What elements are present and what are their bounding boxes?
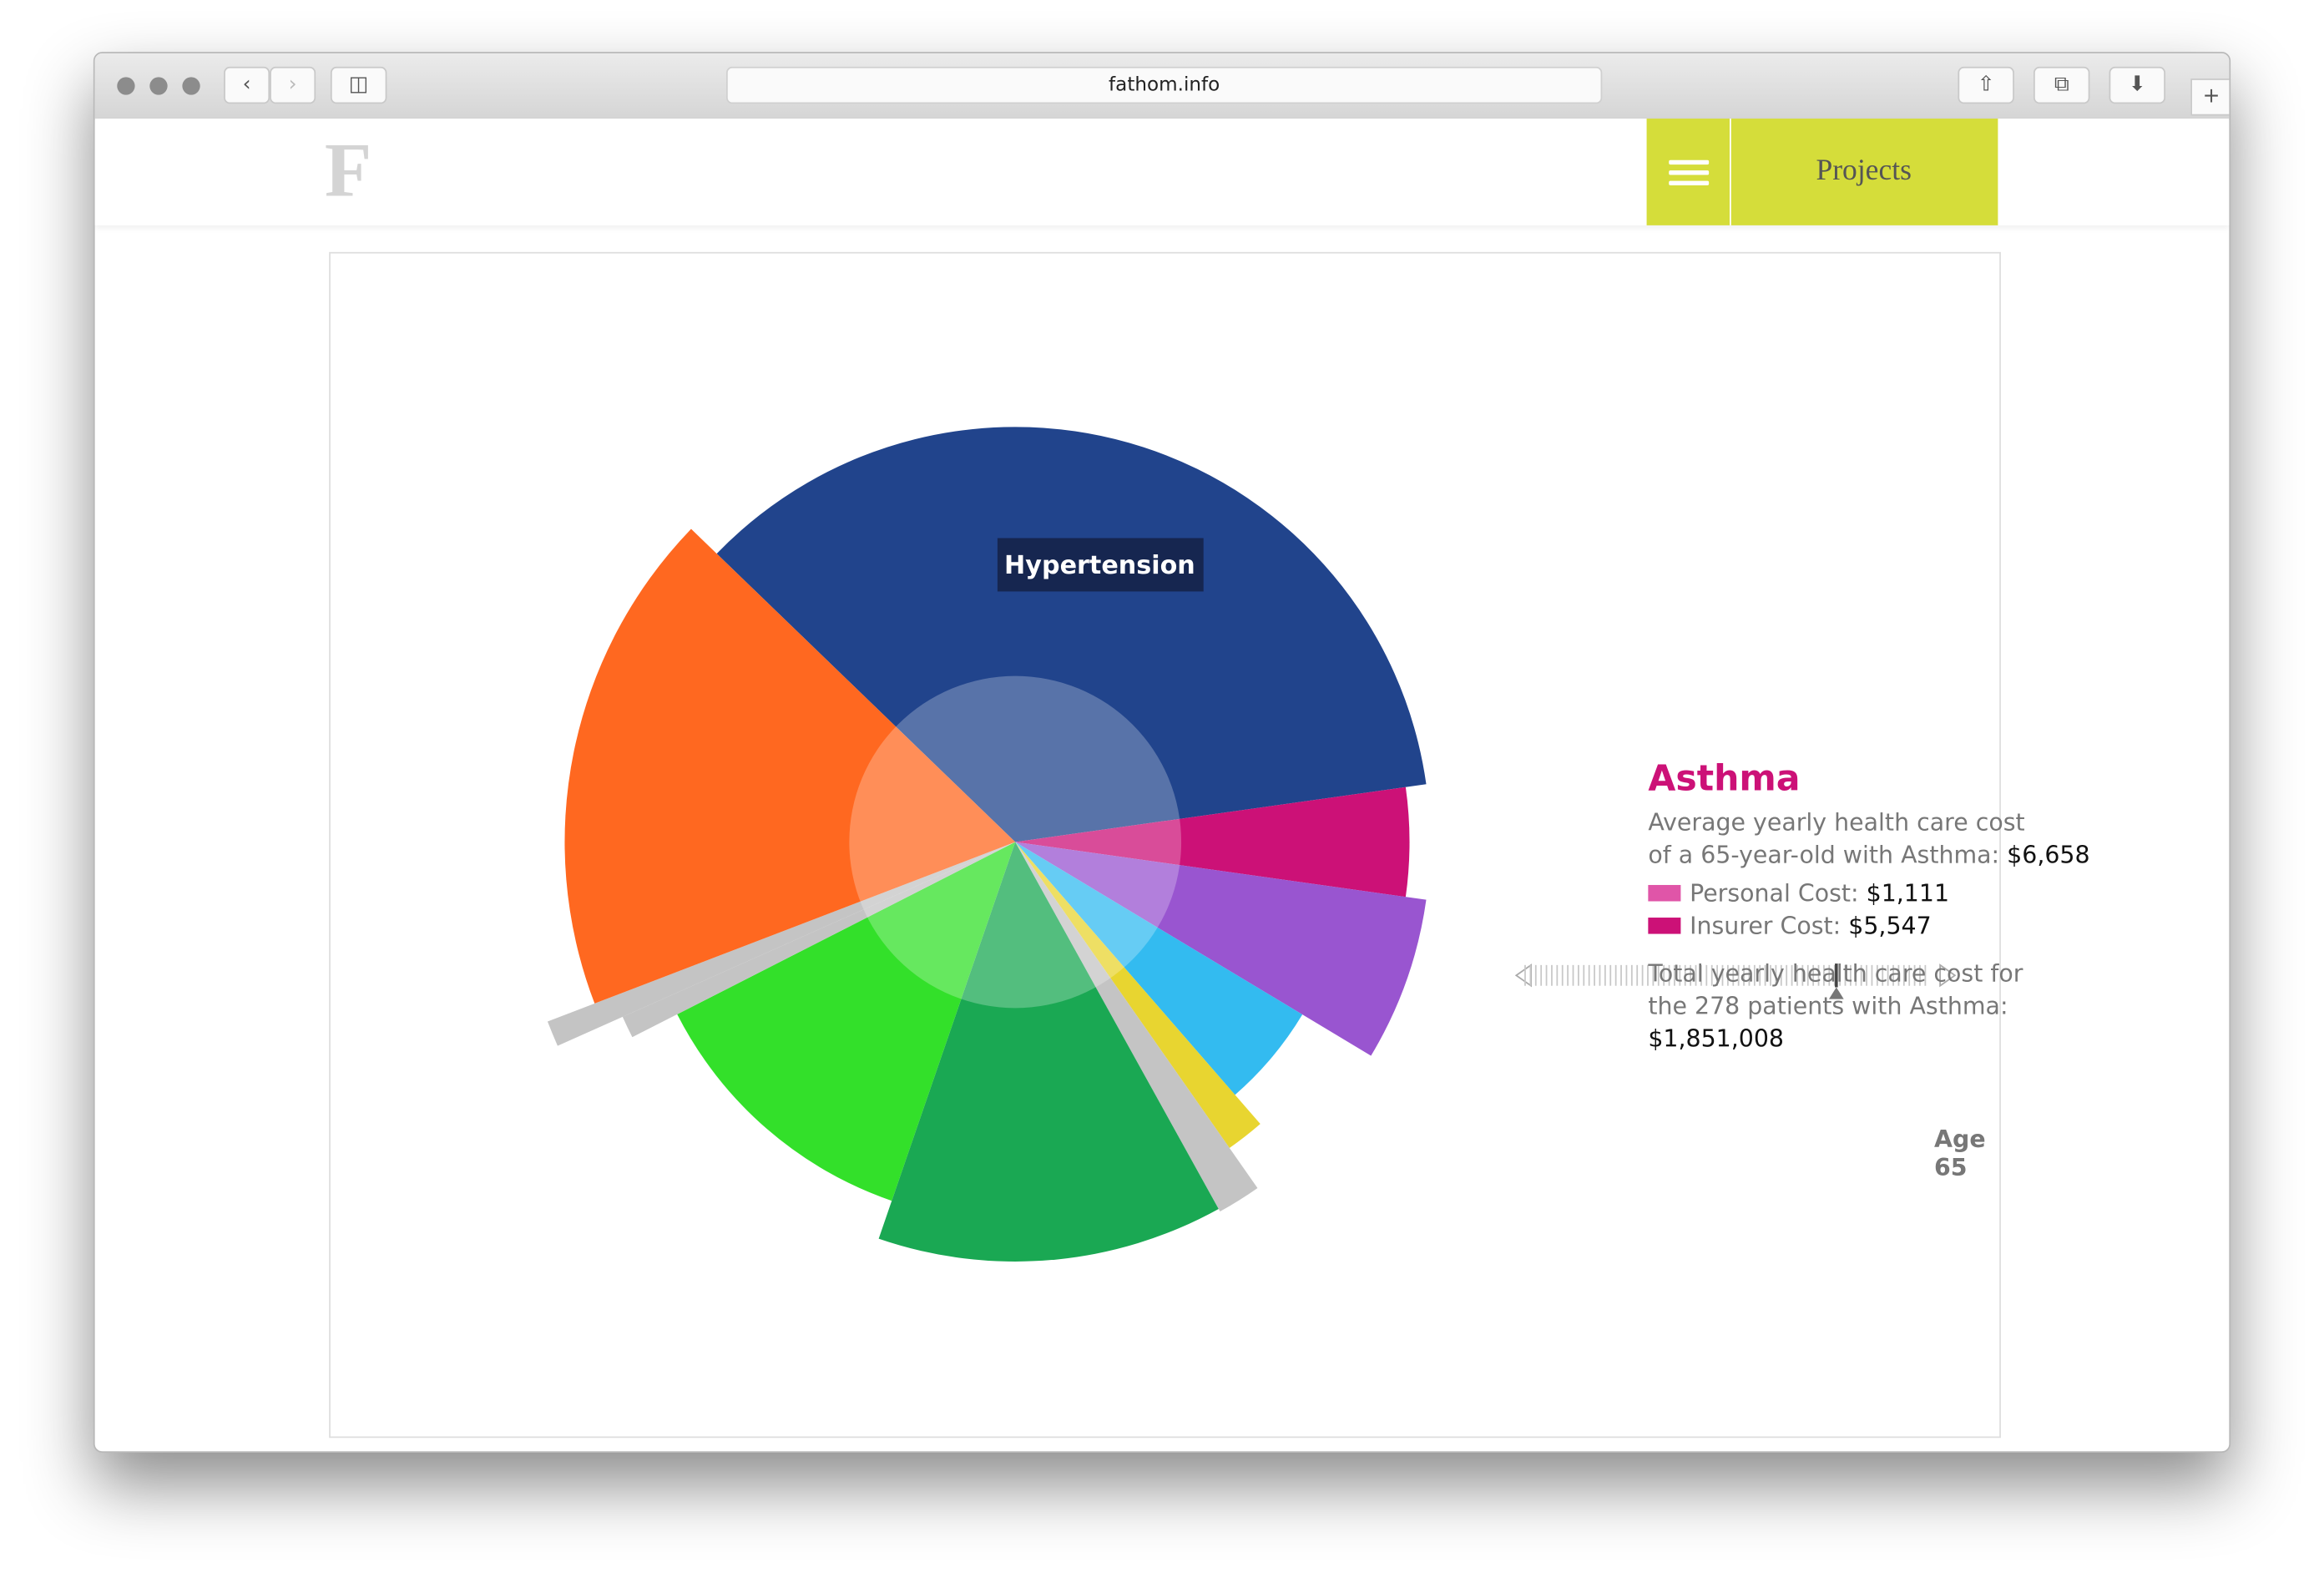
site-header: F Projects [94,119,2230,225]
info-panel: Asthma Average yearly health care cost o… [1648,757,2152,1056]
divider [1730,119,1731,225]
wedge [547,842,1016,1046]
nav-link[interactable]: Projects [1816,154,1912,187]
wedge [1015,842,1427,1056]
wedge [1015,786,1410,898]
legend-swatch [1648,884,1681,902]
wedge [878,842,1219,1262]
forward-button[interactable]: › [270,66,316,104]
legend: Personal Cost: $1,111 Insurer Cost: $5,54… [1648,877,2152,943]
wedge [1015,842,1258,1212]
value: $1,851,008 [1648,1024,1785,1053]
logo[interactable]: F [324,129,372,214]
legend-label: Insurer Cost: [1690,911,1842,940]
address-bar[interactable]: fathom.info [725,66,1603,104]
inner-highlight [849,675,1182,1009]
text: Total yearly health care cost for [1648,958,2023,988]
menu-icon[interactable] [1669,159,1710,165]
downloads-button[interactable]: ⬇ [2109,66,2166,104]
panel-title: Asthma [1648,757,1801,799]
wedge [1015,842,1303,1095]
zoom-button[interactable] [182,77,200,95]
legend-item: Insurer Cost: $5,547 [1648,910,2152,943]
tooltip-box [997,538,1204,592]
wedge [622,842,1016,1038]
wedge [564,528,1016,1004]
slider-label: Age 65 [1934,1125,1986,1182]
back-button[interactable]: ‹ [224,66,270,104]
sidebar-button[interactable]: ◫ [330,66,387,104]
legend-label: Personal Cost: [1690,878,1859,908]
nav-bar[interactable]: Projects [1646,119,1998,225]
legend-value: $1,111 [1866,878,1950,908]
toolbar: ‹ › ◫ fathom.info ⇧ ⧉ ⬇ + [94,53,2230,120]
url: fathom.info [1109,73,1220,97]
wedge [677,842,1016,1201]
legend-value: $5,547 [1848,911,1932,940]
text: the 278 patients with Asthma: [1648,991,2008,1020]
slider-pointer [1828,987,1844,999]
tooltip: Hypertension [1004,551,1195,580]
wedge [1015,842,1261,1148]
close-button[interactable] [117,77,135,95]
menu-icon[interactable] [1669,180,1710,185]
text-row: of a 65-year-old with Asthma: $6,658 [1648,839,2152,872]
text: of a 65-year-old with Asthma: [1648,840,2000,869]
menu-icon[interactable] [1669,170,1710,175]
slider-left-arrow [1514,963,1532,988]
legend-item: Personal Cost: $1,111 [1648,877,2152,910]
browser-window: ‹ › ◫ fathom.info ⇧ ⧉ ⬇ + F Projects Hyp… [93,52,2231,1453]
value: $6,658 [2007,840,2090,869]
share-button[interactable]: ⇧ [1958,66,2014,104]
slider-right-arrow [1939,963,1957,988]
minimize-button[interactable] [149,77,168,95]
chart: Hypertension [547,427,1957,1262]
new-tab-button[interactable]: + [2190,78,2230,116]
text: Average yearly health care cost [1648,807,2025,837]
wedge [716,427,1427,842]
content-frame: Hypertension Asthma Average yearly healt… [329,251,2090,1439]
legend-swatch [1648,918,1681,934]
tabs-button[interactable]: ⧉ [2033,66,2090,104]
